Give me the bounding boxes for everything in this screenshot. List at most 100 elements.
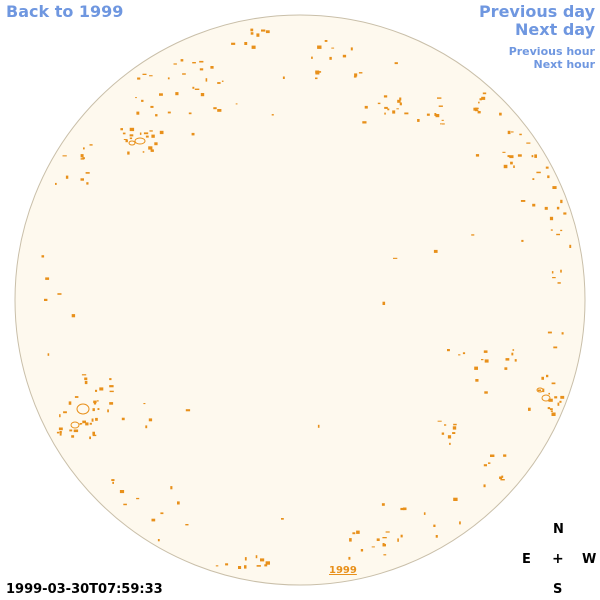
solar-feature	[264, 564, 268, 567]
solar-feature	[550, 410, 553, 412]
solar-feature	[499, 112, 502, 116]
year-link[interactable]: 1999	[329, 565, 357, 576]
solar-feature	[317, 424, 320, 428]
solar-feature	[80, 158, 85, 160]
solar-feature	[63, 411, 67, 414]
solar-feature	[128, 140, 136, 146]
solar-feature	[91, 418, 94, 422]
solar-feature	[89, 144, 93, 146]
solar-feature	[65, 175, 69, 179]
solar-feature	[556, 206, 560, 210]
solar-feature	[192, 62, 196, 64]
solar-feature	[177, 501, 180, 505]
solar-feature	[532, 178, 535, 180]
solar-feature	[560, 395, 565, 399]
solar-feature	[324, 40, 328, 42]
solar-feature	[41, 255, 45, 258]
solar-feature	[82, 420, 86, 424]
solar-feature	[97, 408, 100, 410]
solar-feature	[154, 142, 158, 146]
solar-feature	[59, 433, 62, 436]
solar-feature	[142, 73, 147, 75]
solar-feature	[331, 47, 335, 49]
solar-feature	[74, 396, 79, 398]
solar-feature	[44, 298, 48, 301]
solar-feature	[353, 76, 357, 78]
solar-feature	[139, 132, 142, 135]
solar-feature	[85, 172, 90, 174]
compass-center-mark: +	[552, 551, 564, 567]
solar-feature	[549, 216, 554, 221]
solar-feature	[251, 45, 256, 49]
solar-feature	[96, 400, 99, 402]
solar-feature	[210, 66, 214, 69]
solar-feature	[484, 391, 488, 394]
solar-feature	[349, 538, 352, 542]
solar-feature	[532, 203, 536, 207]
solar-feature	[55, 182, 57, 185]
solar-feature	[92, 408, 95, 412]
solar-feature	[560, 269, 562, 273]
solar-feature	[192, 86, 195, 89]
solar-feature	[95, 417, 98, 421]
solar-feature	[99, 387, 104, 391]
solar-feature	[549, 408, 553, 411]
solar-feature	[546, 374, 549, 378]
solar-feature	[392, 110, 396, 114]
solar-feature	[107, 409, 109, 413]
solar-feature	[433, 249, 438, 253]
solar-feature	[437, 97, 442, 99]
solar-feature	[536, 387, 544, 393]
solar-feature	[475, 154, 480, 157]
solar-feature	[377, 102, 381, 105]
solar-feature	[507, 155, 510, 158]
solar-feature	[483, 484, 486, 488]
solar-feature	[109, 378, 112, 381]
back-to-year-link[interactable]: Back to 1999	[6, 2, 124, 21]
solar-feature	[482, 92, 487, 95]
solar-feature	[244, 42, 248, 45]
solar-feature	[393, 257, 398, 259]
solar-feature	[526, 142, 531, 144]
previous-day-link[interactable]: Previous day	[478, 2, 595, 21]
solar-feature	[478, 101, 480, 104]
solar-feature	[531, 155, 534, 158]
solar-feature	[557, 402, 560, 406]
solar-feature	[453, 423, 457, 426]
solar-feature	[511, 131, 514, 133]
solar-feature	[559, 400, 562, 403]
solar-feature	[93, 402, 97, 405]
solar-feature	[150, 149, 154, 152]
solar-feature	[383, 95, 388, 98]
solar-feature	[92, 431, 95, 435]
solar-feature	[547, 331, 552, 334]
solar-feature	[261, 29, 266, 32]
solar-feature	[547, 175, 550, 179]
next-hour-link[interactable]: Next hour	[533, 58, 596, 71]
solar-feature	[180, 59, 184, 62]
solar-feature	[145, 425, 148, 429]
solar-feature	[159, 93, 163, 96]
solar-feature	[342, 54, 347, 58]
solar-feature	[151, 518, 156, 522]
solar-feature	[501, 475, 504, 478]
compass-east-label: E	[522, 552, 531, 567]
solar-feature	[83, 147, 85, 150]
previous-hour-link[interactable]: Previous hour	[508, 45, 595, 58]
solar-feature	[185, 409, 191, 412]
solar-feature	[250, 28, 254, 32]
solar-feature	[441, 432, 445, 435]
solar-feature	[265, 561, 270, 565]
solar-feature	[59, 431, 62, 434]
solar-feature	[384, 106, 388, 109]
solar-feature	[441, 119, 444, 121]
solar-feature	[552, 277, 556, 279]
solar-feature	[440, 123, 442, 125]
next-day-link[interactable]: Next day	[515, 20, 595, 39]
solar-feature	[452, 432, 456, 434]
solar-feature	[544, 206, 548, 210]
solar-feature	[93, 400, 97, 404]
solar-feature	[82, 157, 85, 160]
solar-feature	[80, 178, 84, 181]
solar-feature	[92, 434, 97, 437]
